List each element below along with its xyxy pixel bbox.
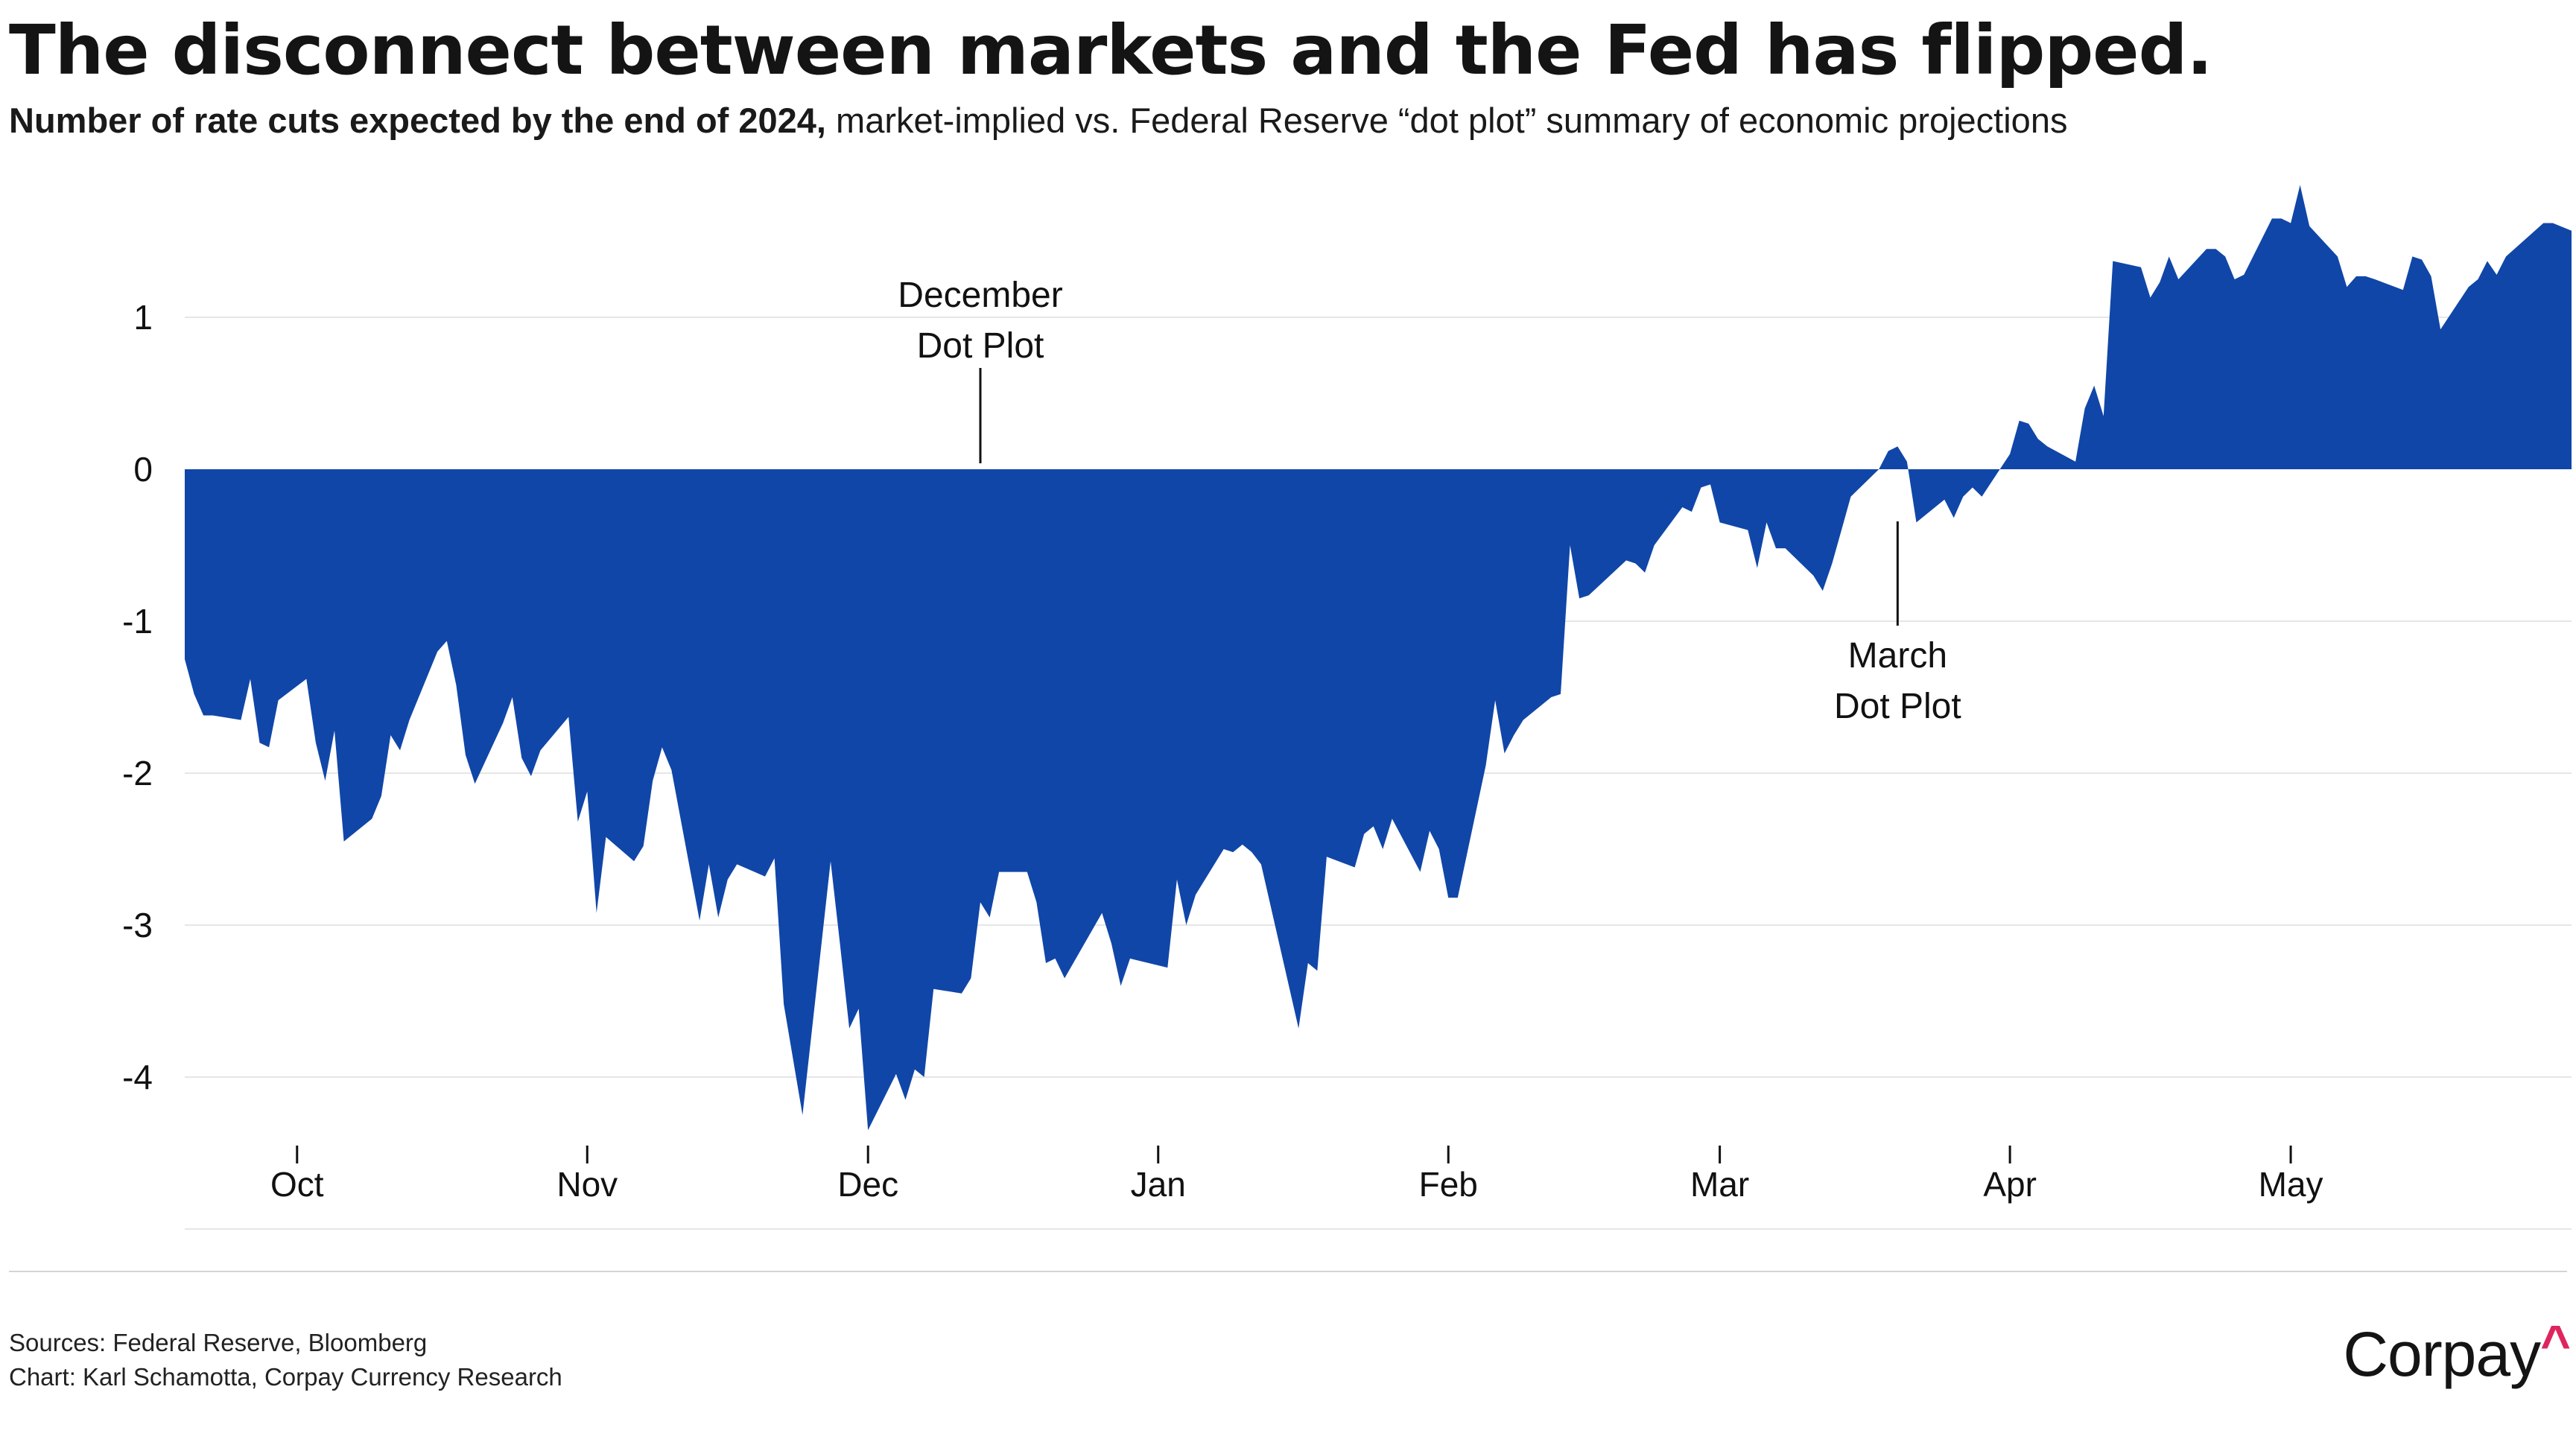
subtitle-regular: market-implied vs. Federal Reserve “dot … [825, 101, 2068, 140]
y-tick-label: -4 [122, 1058, 153, 1096]
sources-note: Sources: Federal Reserve, Bloomberg [9, 1329, 428, 1356]
x-tick-label: Feb [1419, 1165, 1478, 1204]
logo-text: Corpay [2343, 1319, 2541, 1389]
annotation-label: Dot Plot [1834, 687, 1961, 726]
x-tick-label: Apr [1983, 1165, 2037, 1204]
y-tick-label: -2 [122, 754, 153, 793]
footer-notes: Sources: Federal Reserve, Bloomberg Char… [9, 1326, 562, 1394]
footer-divider [9, 1271, 2567, 1272]
x-tick-label: May [2259, 1165, 2323, 1204]
annotation-label: Dot Plot [917, 326, 1044, 366]
chart-title: The disconnect between markets and the F… [9, 10, 2212, 90]
subtitle-bold: Number of rate cuts expected by the end … [9, 101, 826, 140]
x-tick-label: Nov [556, 1165, 618, 1204]
area-series [185, 185, 2572, 1131]
y-tick-label: -1 [122, 602, 153, 641]
x-tick-label: Mar [1690, 1165, 1749, 1204]
y-tick-label: 0 [133, 450, 153, 489]
logo-caret-icon: ^ [2540, 1315, 2571, 1373]
chart-subtitle: Number of rate cuts expected by the end … [9, 100, 2067, 141]
corpay-logo[interactable]: Corpay^ [2343, 1315, 2571, 1391]
credit-note: Chart: Karl Schamotta, Corpay Currency R… [9, 1363, 562, 1391]
area-chart: 1 0 -1 -2 -3 -4 Oct Nov Dec Jan Feb Mar Apr May Decemb… [122, 185, 2572, 1230]
y-tick-label: -3 [122, 906, 153, 944]
x-tick-label: Dec [837, 1165, 898, 1204]
x-tick-label: Oct [270, 1165, 324, 1204]
annotation-label: March [1848, 636, 1947, 676]
annotation-label: December [898, 276, 1062, 315]
x-tick-label: Jan [1131, 1165, 1186, 1204]
y-tick-label: 1 [133, 298, 153, 337]
